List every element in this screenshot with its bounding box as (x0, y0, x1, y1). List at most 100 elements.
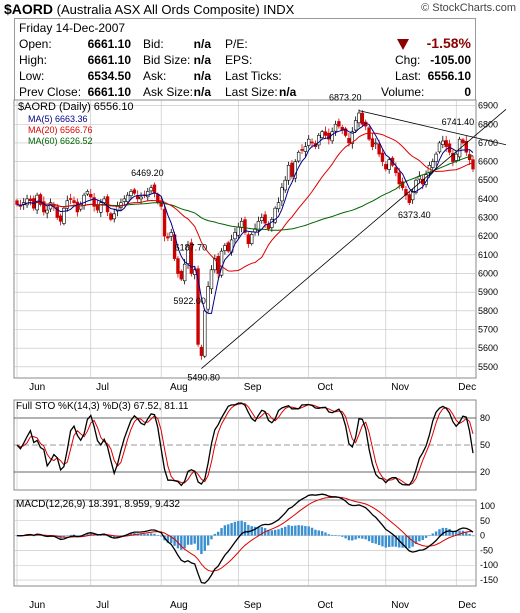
macd-histogram-bar (337, 535, 341, 537)
candle-body (260, 217, 264, 222)
price-annotation: 5922.00 (173, 296, 206, 306)
candle-body (387, 159, 391, 170)
macd-histogram-bar (193, 535, 196, 544)
macd-y-tick-label: 0 (480, 531, 485, 541)
candle-body (404, 189, 408, 196)
candle-body (347, 137, 351, 144)
macd-histogram-bar (66, 535, 69, 537)
legend-ma5: MA(5) 6663.36 (28, 114, 88, 124)
macd-histogram-bar (220, 528, 223, 536)
macd-histogram-bar (401, 535, 404, 548)
macd-y-tick-label: 50 (480, 516, 490, 526)
candle-body (199, 346, 204, 356)
candle-body (92, 197, 96, 207)
price-y-tick-label: 5500 (478, 362, 498, 372)
candle-body (353, 120, 358, 131)
candle-body (122, 198, 126, 202)
candle-body (196, 268, 200, 345)
x-tick-label: Jun (29, 382, 45, 393)
candle-body (75, 201, 80, 213)
support-trendline (201, 109, 507, 369)
candle-body (256, 220, 261, 231)
macd-histogram-bar (273, 529, 277, 536)
candle-body (149, 187, 153, 192)
macd-histogram-bar (72, 534, 76, 536)
prev-close-value: 6661.10 (87, 85, 131, 99)
macd-histogram-bar (153, 533, 156, 536)
price-y-tick-label: 6400 (478, 194, 498, 204)
price-annotation: 6873.20 (329, 93, 362, 103)
candle-body (454, 153, 458, 161)
x-tick-label: Jul (96, 600, 109, 611)
candle-body (280, 187, 284, 202)
price-y-tick-label: 6900 (478, 101, 498, 111)
macd-histogram-bar (297, 525, 300, 536)
macd-histogram-bar (129, 533, 133, 536)
credit[interactable]: © StockCharts.com (421, 2, 516, 14)
candle-body (166, 236, 170, 239)
candle-body (437, 142, 442, 153)
candle-body (384, 164, 388, 170)
candle-body (317, 135, 321, 146)
macd-histogram-bar (434, 531, 438, 536)
macd-histogram-bar (76, 535, 79, 537)
candle-body (464, 140, 468, 153)
candle-body (243, 219, 247, 233)
macd-histogram-bar (89, 533, 92, 536)
macd-histogram-bar (334, 535, 337, 536)
bid-size-value: n/a (193, 53, 211, 67)
candle-body (223, 245, 227, 251)
candle-body (169, 232, 173, 237)
macd-y-tick-label: 100 (480, 501, 495, 511)
macd-histogram-bar (448, 528, 451, 536)
macd-histogram-bar (240, 520, 243, 536)
symbol: $AORD (4, 1, 54, 17)
candle-body (330, 131, 334, 142)
candle-body (246, 234, 251, 244)
macd-histogram-bar (227, 524, 230, 536)
macd-histogram-bar (361, 535, 364, 539)
macd-histogram-bar (146, 533, 149, 536)
candle-body (417, 176, 422, 180)
x-tick-label: Dec (458, 600, 476, 611)
macd-histogram-bar (344, 535, 347, 539)
candle-body (25, 198, 29, 206)
macd-histogram-bar (270, 530, 274, 536)
macd-histogram-bar (354, 535, 357, 540)
bid-size-label: Bid Size: (143, 53, 191, 67)
sto-y-tick-label: 20 (480, 467, 490, 477)
candle-body (159, 201, 163, 207)
macd-panel: 100 50 0 -50 -100 -150 (13, 493, 498, 587)
candle-body (132, 189, 137, 194)
sto-title: Full STO %K(14,3) %D(3) 67.52, 81.11 (16, 401, 189, 412)
candle-body (226, 242, 230, 252)
low-value: 6534.50 (87, 69, 131, 83)
candle-body (431, 161, 435, 168)
macd-histogram-bar (357, 535, 361, 539)
x-tick-label: Nov (391, 600, 409, 611)
macd-histogram-bar (371, 535, 374, 544)
macd-histogram-bar (387, 535, 391, 547)
macd-histogram-bar (230, 522, 233, 536)
candle-body (290, 162, 294, 177)
macd-histogram-bar (391, 535, 394, 547)
price-title: $AORD (Daily) 6556.10 (18, 101, 134, 113)
price-y-tick-label: 6100 (478, 250, 498, 260)
macd-histogram-bar (223, 525, 227, 536)
high-value: 6661.10 (87, 53, 131, 67)
bid-label: Bid: (143, 37, 164, 51)
x-tick-label: Sep (244, 600, 262, 611)
candle-body (377, 143, 381, 155)
price-y-tick-label: 6000 (478, 269, 498, 279)
price-y-tick-label: 5600 (478, 343, 498, 353)
macd-histogram-bar (267, 529, 270, 536)
candle-body (360, 112, 365, 125)
macd-histogram-bar (183, 535, 186, 549)
last-ticks-label: Last Ticks: (225, 69, 282, 83)
price-annotation: 6741.40 (442, 117, 475, 127)
candle-body (125, 194, 130, 202)
exchange: INDX (263, 2, 295, 17)
macd-histogram-bar (237, 521, 240, 536)
macd-histogram-bar (330, 534, 334, 536)
last-size-label: Last Size: (225, 85, 278, 99)
